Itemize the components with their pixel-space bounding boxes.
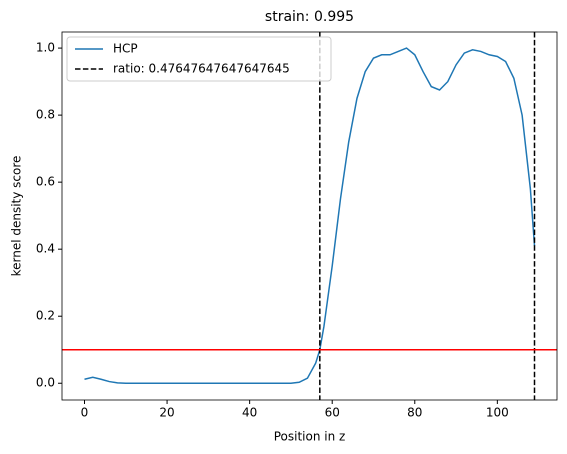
x-tick-label: 0 [81,406,89,420]
legend-label: HCP [113,42,138,56]
chart-title: strain: 0.995 [265,9,354,25]
y-tick-label: 0.0 [36,376,55,390]
x-tick-label: 40 [242,406,257,420]
y-tick-label: 1.0 [36,41,55,55]
y-axis-label: kernel density score [10,156,24,277]
x-tick-label: 60 [325,406,340,420]
x-tick-label: 100 [486,406,509,420]
x-tick-label: 20 [159,406,174,420]
y-tick-label: 0.4 [36,242,55,256]
x-axis-label: Position in z [274,430,346,444]
legend-label: ratio: 0.47647647647647645 [113,62,290,76]
plot-frame [61,31,558,401]
data-line [84,47,536,384]
legend-box [66,36,332,82]
x-tick-label: 80 [407,406,422,420]
y-tick-label: 0.6 [36,175,55,189]
y-tick-label: 0.2 [36,309,55,323]
y-tick-label: 0.8 [36,108,55,122]
